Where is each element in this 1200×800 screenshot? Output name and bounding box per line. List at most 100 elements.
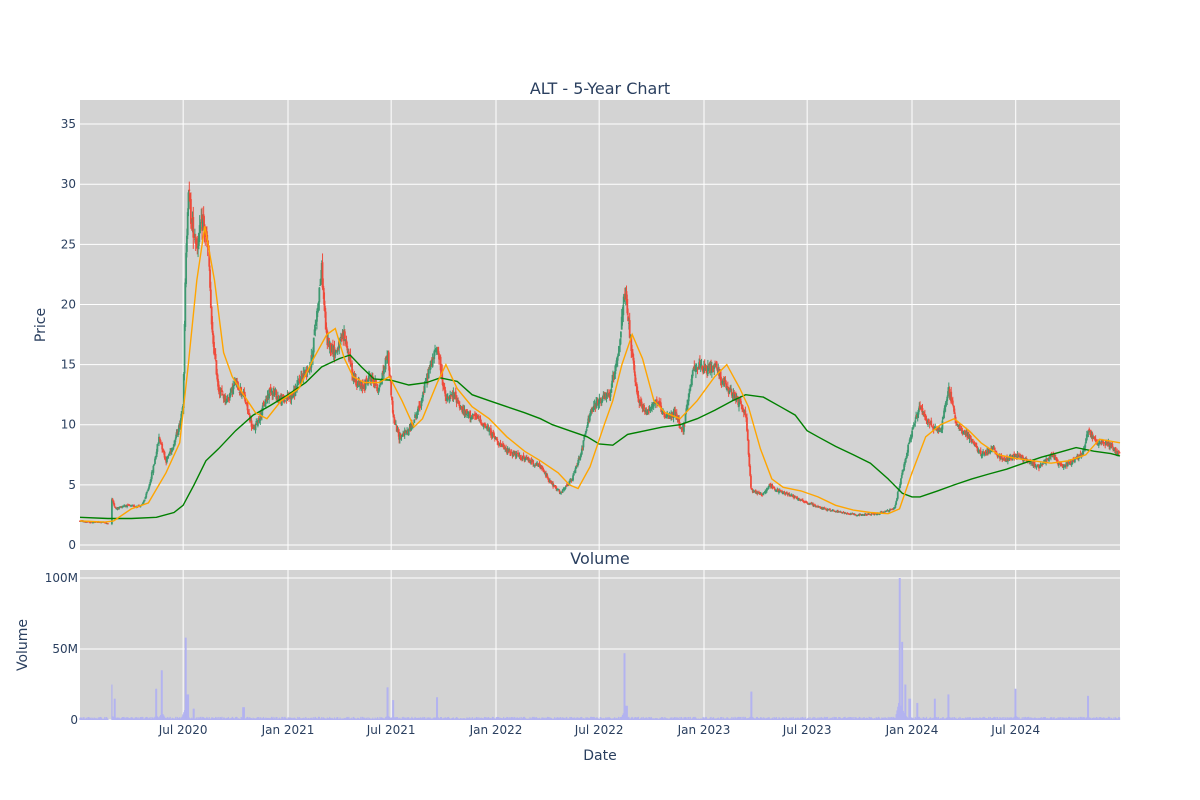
candle-down <box>209 289 212 308</box>
candle-up <box>904 461 906 465</box>
volume-bar <box>148 717 151 720</box>
volume-bar <box>718 718 720 720</box>
volume-bar <box>686 718 688 720</box>
volume-bar <box>261 718 263 720</box>
volume-bar <box>1067 718 1069 720</box>
candle-up <box>233 385 235 387</box>
volume-bar <box>818 717 821 720</box>
volume-bar <box>237 718 239 720</box>
candle-down <box>277 396 280 400</box>
volume-bar <box>1000 717 1002 720</box>
volume-bar <box>179 718 182 720</box>
volume-bar <box>347 717 349 720</box>
candle-up <box>1073 458 1076 463</box>
candle-up <box>186 212 189 236</box>
volume-bar <box>948 694 950 720</box>
volume-bar <box>438 717 440 720</box>
candle-up <box>1101 441 1103 443</box>
volume-bar <box>598 718 600 720</box>
volume-bar <box>455 717 457 720</box>
volume-bar <box>395 717 397 720</box>
volume-bar <box>470 717 472 720</box>
candle-down <box>655 399 658 403</box>
candle-up <box>482 424 485 428</box>
volume-bar <box>574 718 577 720</box>
candle-up <box>580 448 583 455</box>
candle-down <box>961 430 964 432</box>
candle-up <box>1085 438 1087 444</box>
candle-down <box>213 341 215 354</box>
volume-bar <box>118 717 120 720</box>
volume-bar <box>199 716 202 720</box>
volume-bar <box>419 717 421 720</box>
volume-bar <box>1108 716 1110 720</box>
candle-down <box>478 415 480 419</box>
volume-bar <box>1020 718 1023 720</box>
volume-bar <box>460 718 462 720</box>
volume-bar <box>819 718 821 720</box>
volume-bar <box>279 718 281 720</box>
volume-bar <box>783 717 785 720</box>
volume-bar <box>853 716 855 720</box>
candle-up <box>146 492 148 494</box>
candle-down <box>591 408 594 412</box>
candle-up <box>429 364 432 370</box>
volume-bar <box>391 717 393 720</box>
volume-bar <box>1070 718 1072 720</box>
volume-bar <box>491 718 493 720</box>
volume-bar <box>914 716 916 720</box>
volume-bar <box>724 718 727 720</box>
candle-up <box>688 388 691 394</box>
candle-up <box>413 419 416 423</box>
volume-bar <box>474 717 476 720</box>
volume-bar <box>88 717 91 720</box>
volume-bar <box>515 717 518 720</box>
volume-bar <box>219 717 222 720</box>
candle-up <box>913 424 916 426</box>
volume-bar <box>354 718 356 720</box>
candle-up <box>598 398 601 404</box>
candle-up <box>1047 458 1050 460</box>
candle-up <box>416 412 419 415</box>
volume-bar <box>131 717 133 720</box>
candle-up <box>169 451 172 453</box>
candle-down <box>789 495 792 497</box>
volume-bar <box>316 717 318 720</box>
candle-down <box>236 380 239 382</box>
volume-bar <box>573 717 575 720</box>
candle-up <box>856 514 859 516</box>
volume-bar <box>300 718 302 720</box>
candle-up <box>270 390 273 393</box>
volume-bar <box>1062 717 1064 720</box>
candle-up <box>312 350 314 360</box>
volume-bar <box>971 718 973 720</box>
volume-bar <box>404 717 406 720</box>
volume-bar <box>872 718 874 720</box>
candle-down <box>950 391 953 403</box>
volume-bar <box>369 718 372 720</box>
candle-up <box>150 472 153 479</box>
candle-up <box>364 379 367 389</box>
candle-down <box>884 511 886 513</box>
volume-bar <box>297 717 300 720</box>
volume-bar <box>597 718 600 720</box>
volume-bar <box>122 717 124 720</box>
volume-bar <box>620 716 622 720</box>
volume-bar <box>153 717 155 720</box>
volume-bar <box>384 717 387 720</box>
candle-up <box>878 513 881 515</box>
volume-bar <box>264 718 266 720</box>
volume-bar <box>676 717 679 720</box>
volume-bar <box>818 718 820 720</box>
candle-up <box>611 380 614 388</box>
candle-down <box>115 507 117 509</box>
candle-down <box>773 488 776 491</box>
candle-down <box>626 298 629 314</box>
volume-bar <box>548 716 550 720</box>
candle-up <box>356 384 359 386</box>
volume-bar <box>80 717 82 720</box>
candle-down <box>300 375 303 377</box>
candle-up <box>318 287 321 303</box>
volume-bar <box>446 717 448 720</box>
